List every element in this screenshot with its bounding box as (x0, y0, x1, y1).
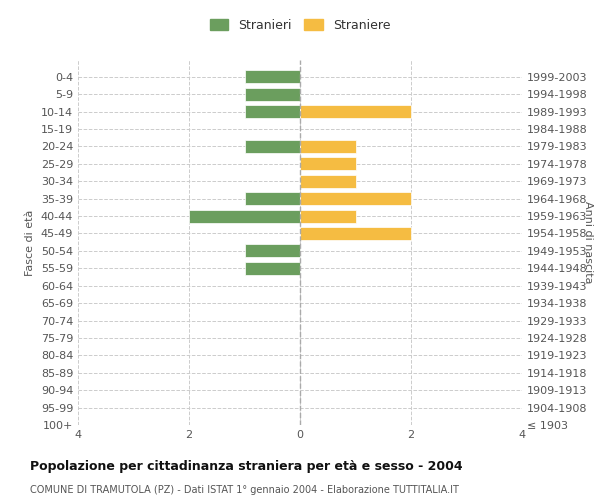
Bar (300, 192, 411, 205)
Bar (245, 88, 300, 101)
Y-axis label: Fasce di età: Fasce di età (25, 210, 35, 276)
Bar (300, 140, 355, 153)
Bar (245, 192, 300, 205)
Y-axis label: Anni di nascita: Anni di nascita (583, 201, 593, 284)
Bar (300, 174, 355, 188)
Bar (245, 244, 300, 258)
Bar (300, 105, 411, 118)
Bar (245, 262, 300, 275)
Bar (300, 227, 411, 240)
Bar (189, 210, 300, 222)
Text: Popolazione per cittadinanza straniera per età e sesso - 2004: Popolazione per cittadinanza straniera p… (30, 460, 463, 473)
Bar (300, 158, 355, 170)
Bar (245, 105, 300, 118)
Legend: Stranieri, Straniere: Stranieri, Straniere (209, 19, 391, 32)
Text: COMUNE DI TRAMUTOLA (PZ) - Dati ISTAT 1° gennaio 2004 - Elaborazione TUTTITALIA.: COMUNE DI TRAMUTOLA (PZ) - Dati ISTAT 1°… (30, 485, 459, 495)
Bar (300, 210, 355, 222)
Bar (245, 140, 300, 153)
Bar (245, 70, 300, 84)
